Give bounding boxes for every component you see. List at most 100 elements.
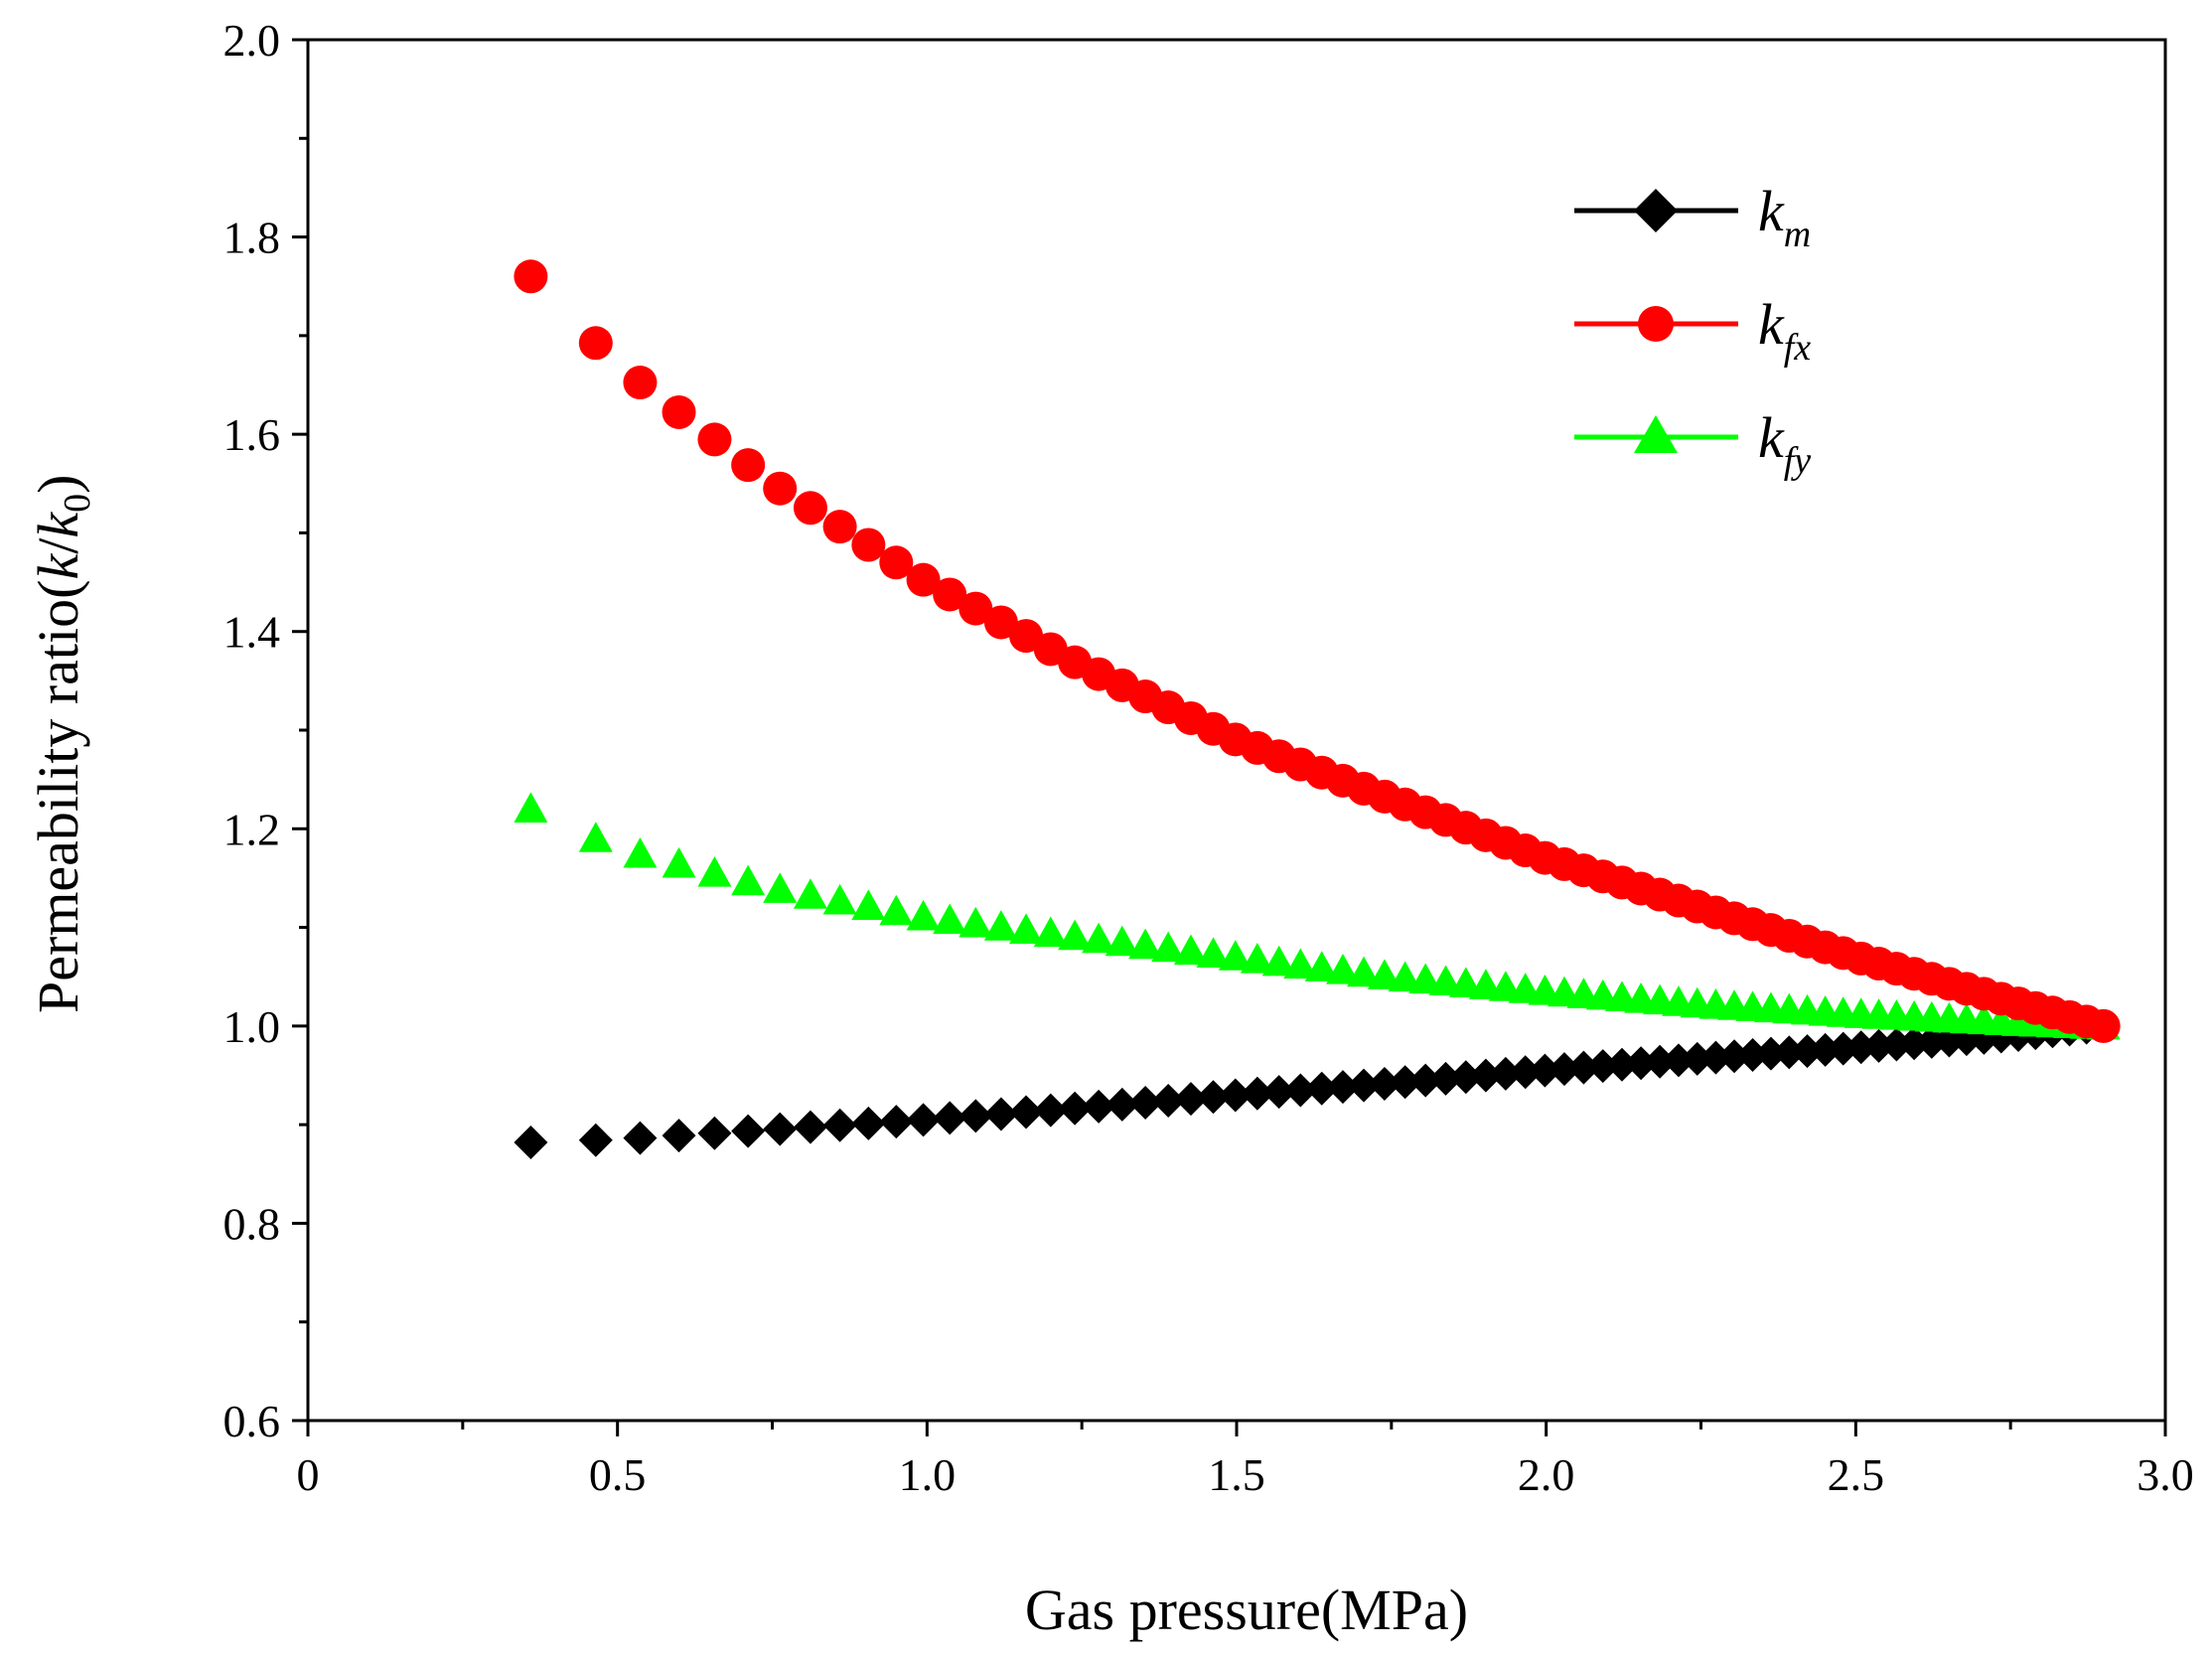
data-point-km xyxy=(578,1123,613,1157)
data-point-kfy xyxy=(983,910,1018,941)
data-point-kfy xyxy=(514,792,548,824)
series-kfy xyxy=(514,792,2121,1040)
data-point-km xyxy=(983,1097,1018,1131)
data-point-kfx xyxy=(763,471,798,506)
data-point-km xyxy=(514,1126,548,1160)
data-point-kfy xyxy=(731,864,766,896)
data-point-kfy xyxy=(1261,945,1296,977)
data-point-km xyxy=(1367,1066,1401,1101)
series-kfx xyxy=(514,259,2121,1043)
legend-label-km: km xyxy=(1758,179,1811,255)
data-point-kfy xyxy=(1347,956,1382,987)
legend-marker-circle xyxy=(1638,306,1674,342)
data-point-km xyxy=(1128,1085,1163,1120)
data-point-km xyxy=(1218,1078,1253,1113)
data-point-km xyxy=(1508,1055,1543,1090)
data-point-kfy xyxy=(879,894,914,926)
data-point-kfy xyxy=(1218,940,1253,971)
y-tick-label: 1.2 xyxy=(223,804,281,854)
data-point-km xyxy=(1009,1095,1044,1129)
data-point-kfy xyxy=(959,906,993,938)
data-point-kfx xyxy=(578,326,613,361)
data-point-km xyxy=(1058,1091,1093,1126)
data-point-kfy xyxy=(1428,965,1463,996)
data-point-kfy xyxy=(1388,961,1422,992)
data-point-kfy xyxy=(822,883,857,915)
legend-label-kfy: kfy xyxy=(1758,405,1811,482)
legend-marker-triangle xyxy=(1634,415,1678,453)
data-point-kfy xyxy=(1196,937,1231,968)
legend-marker-diamond xyxy=(1634,189,1678,232)
data-point-kfy xyxy=(623,836,658,868)
data-point-km xyxy=(1448,1060,1483,1095)
data-point-kfy xyxy=(1325,953,1360,984)
data-point-km xyxy=(1661,1043,1696,1078)
x-tick-label: 0.5 xyxy=(589,1449,647,1500)
x-axis-label: Gas pressure(MPa) xyxy=(1025,1578,1468,1642)
data-point-km xyxy=(1105,1087,1139,1122)
data-point-km xyxy=(879,1105,914,1139)
data-point-km xyxy=(1283,1073,1318,1108)
y-tick-label: 1.6 xyxy=(223,409,281,460)
data-point-kfx xyxy=(851,527,886,562)
y-tick-label: 0.6 xyxy=(223,1396,281,1446)
data-point-km xyxy=(1643,1044,1678,1079)
data-point-kfy xyxy=(1033,916,1068,948)
data-point-kfy xyxy=(851,889,886,920)
data-point-kfx xyxy=(906,562,941,597)
data-point-km xyxy=(1261,1075,1296,1110)
legend-item-kfy: kfy xyxy=(1574,405,1811,482)
x-tick-label: 3.0 xyxy=(2137,1449,2194,1500)
y-tick-label: 2.0 xyxy=(223,15,281,66)
data-point-kfy xyxy=(1283,948,1318,979)
y-tick-label: 1.0 xyxy=(223,1001,281,1052)
legend: km kfx kfy xyxy=(1574,179,1811,482)
data-point-km xyxy=(731,1114,766,1148)
data-point-km xyxy=(933,1101,967,1135)
data-point-kfx xyxy=(822,510,857,544)
data-point-km xyxy=(851,1106,886,1140)
data-point-km xyxy=(623,1121,658,1155)
x-tick-label: 0 xyxy=(297,1449,320,1500)
y-tick-label: 1.8 xyxy=(223,213,281,263)
data-point-km xyxy=(763,1112,798,1146)
data-point-km xyxy=(959,1099,993,1133)
data-point-kfy xyxy=(1304,951,1339,981)
series-km xyxy=(514,1008,2121,1160)
legend-item-km: km xyxy=(1574,179,1811,255)
y-tick-label: 1.4 xyxy=(223,607,281,658)
data-point-kfy xyxy=(933,903,967,935)
data-point-kfx xyxy=(793,491,827,526)
data-point-kfx xyxy=(959,591,993,626)
data-point-kfy xyxy=(1105,925,1139,957)
data-point-kfy xyxy=(763,872,798,903)
data-point-kfx xyxy=(879,545,914,580)
data-point-km xyxy=(1566,1050,1601,1085)
y-axis-label: Permeability ratio(k/k0) xyxy=(26,475,98,1013)
data-point-kfy xyxy=(662,846,696,878)
data-point-km xyxy=(1680,1041,1714,1076)
data-point-kfx xyxy=(662,394,696,429)
data-point-kfy xyxy=(1408,963,1443,994)
data-point-kfx xyxy=(514,259,548,294)
legend-item-kfx: kfx xyxy=(1574,292,1811,369)
data-point-km xyxy=(1624,1046,1659,1081)
data-point-kfy xyxy=(1082,922,1116,954)
data-point-km xyxy=(1173,1082,1208,1117)
data-point-km xyxy=(1408,1063,1443,1098)
data-point-km xyxy=(1585,1049,1620,1084)
data-point-km xyxy=(1753,1036,1788,1071)
data-point-km xyxy=(1735,1037,1770,1072)
y-tick-label: 0.8 xyxy=(223,1198,281,1249)
data-point-km xyxy=(1033,1093,1068,1128)
data-point-km xyxy=(906,1103,941,1137)
data-point-km xyxy=(1240,1076,1274,1111)
data-point-km xyxy=(1151,1084,1186,1119)
data-point-km xyxy=(1488,1056,1523,1091)
legend-label-kfx: kfx xyxy=(1758,292,1811,369)
data-point-kfx xyxy=(983,605,1018,640)
data-point-km xyxy=(1196,1080,1231,1115)
data-point-kfx xyxy=(933,577,967,612)
data-point-km xyxy=(662,1119,696,1153)
